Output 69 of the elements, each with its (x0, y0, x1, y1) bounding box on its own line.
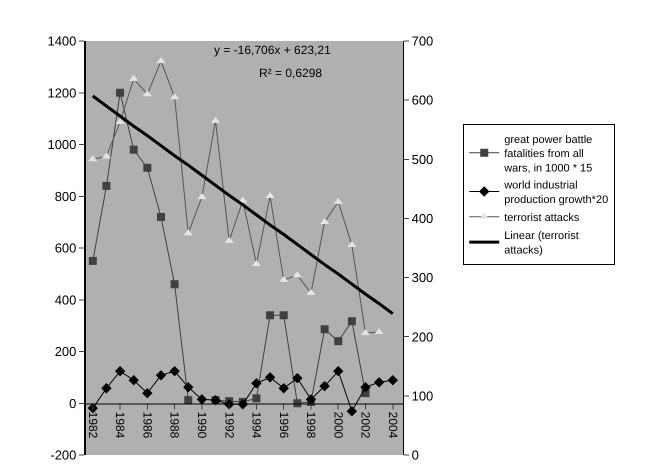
point (319, 380, 330, 392)
x-tick-label: 1992 (222, 412, 236, 439)
point (143, 164, 152, 172)
x-tick-label: 1990 (194, 412, 209, 439)
point (264, 372, 276, 383)
x-tick-label: 2004 (386, 412, 400, 439)
y-tick-label: 1400 (47, 34, 76, 49)
x-tick-label: 1998 (304, 412, 318, 439)
x-tick-label: 1984 (113, 412, 128, 439)
point (388, 375, 398, 386)
y-tick-label: -200 (50, 448, 76, 463)
point (169, 366, 180, 376)
y2-tick-label: 500 (412, 152, 434, 167)
x-tick-label: 1988 (168, 412, 182, 439)
y-tick-label: 0 (69, 396, 76, 411)
y-tick-label: 1000 (47, 137, 76, 152)
point (142, 388, 153, 398)
point (348, 317, 356, 326)
point (116, 88, 124, 97)
y2-tick-label: 300 (412, 270, 434, 286)
annotation: R² = 0,6298 (259, 66, 322, 80)
x-tick-label: 2000 (331, 412, 346, 439)
point (184, 396, 192, 404)
y2-tick-label: 200 (412, 329, 434, 344)
point (334, 337, 342, 346)
x-tick-label: 2002 (358, 412, 373, 439)
point (170, 280, 179, 288)
point (101, 383, 112, 394)
y-tick-label: 400 (54, 292, 76, 308)
point (252, 394, 260, 402)
point (196, 394, 208, 405)
y-tick-label: 600 (54, 240, 76, 256)
point (88, 256, 97, 265)
legend-label: world industrial production growth*20 (503, 180, 608, 206)
point (128, 375, 139, 386)
y-tick-label: 200 (54, 344, 76, 360)
point (346, 406, 358, 416)
y2-tick-label: 400 (412, 210, 434, 226)
legend-label: terrorist attacks (504, 212, 580, 224)
point (102, 182, 110, 190)
point (320, 325, 329, 334)
point (156, 370, 166, 381)
x-tick-label: 1996 (276, 412, 291, 439)
point (130, 146, 138, 154)
point (251, 378, 262, 389)
point (306, 394, 316, 405)
point (266, 311, 274, 320)
point (156, 212, 165, 221)
point (183, 382, 194, 392)
x-tick-label: 1986 (140, 412, 154, 439)
y2-tick-label: 0 (412, 448, 419, 463)
point (88, 402, 98, 414)
point (280, 311, 288, 320)
x-tick-label: 1982 (86, 412, 100, 439)
y2-tick-label: 100 (412, 388, 434, 404)
y2-tick-label: 700 (412, 34, 434, 49)
point (333, 366, 344, 376)
y2-tick-label: 600 (412, 92, 434, 108)
line-series (91, 94, 394, 316)
point (360, 382, 371, 392)
point (292, 372, 303, 384)
legend-label: Linear (terrorist attacks) (504, 230, 579, 257)
y-tick-label: 1200 (47, 85, 76, 100)
point (374, 377, 384, 388)
x-tick-label: 1994 (250, 412, 264, 439)
point (114, 366, 126, 376)
y-tick-label: 800 (54, 188, 76, 204)
point (278, 383, 289, 394)
annotation: y = -16,706x + 623,21 (214, 43, 332, 57)
